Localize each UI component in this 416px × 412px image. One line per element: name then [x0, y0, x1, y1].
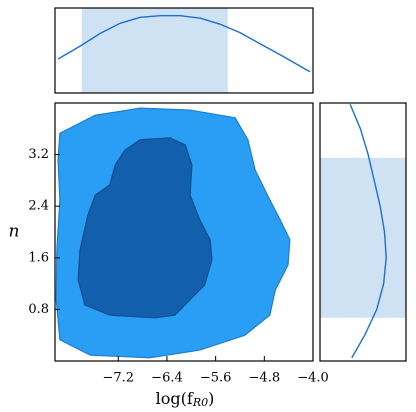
x-tick-label: −4.0 [297, 371, 329, 386]
x-label-sub: R0 [192, 396, 208, 409]
credible-interval [81, 8, 228, 93]
marginal-line [349, 104, 387, 359]
x-label-close: ) [208, 389, 214, 408]
y-tick-label: 1.6 [28, 250, 49, 265]
y-tick-label: 2.4 [28, 199, 49, 214]
y-tick-label: 0.8 [28, 302, 49, 317]
panel-frame [319, 102, 407, 362]
panel-frame [54, 7, 314, 94]
x-label-base: log(f [156, 389, 194, 408]
y-axis-label: n [9, 222, 20, 242]
x-tick-label: −7.2 [102, 371, 134, 386]
x-tick-label: −6.4 [151, 371, 183, 386]
plot-layer: −7.2 −6.4 −5.6 −4.8 −4.0 0.8 1.6 2.4 3.2 [28, 7, 407, 386]
y-tick-label: 3.2 [28, 147, 49, 162]
panel-frame [54, 102, 314, 362]
marginal-line [57, 14, 311, 73]
x-tick-label: −5.6 [200, 371, 232, 386]
contour-region [77, 137, 213, 319]
x-axis-label: log(fR0) [156, 389, 215, 410]
x-tick-label: −4.8 [249, 371, 281, 386]
credible-interval [320, 157, 406, 318]
